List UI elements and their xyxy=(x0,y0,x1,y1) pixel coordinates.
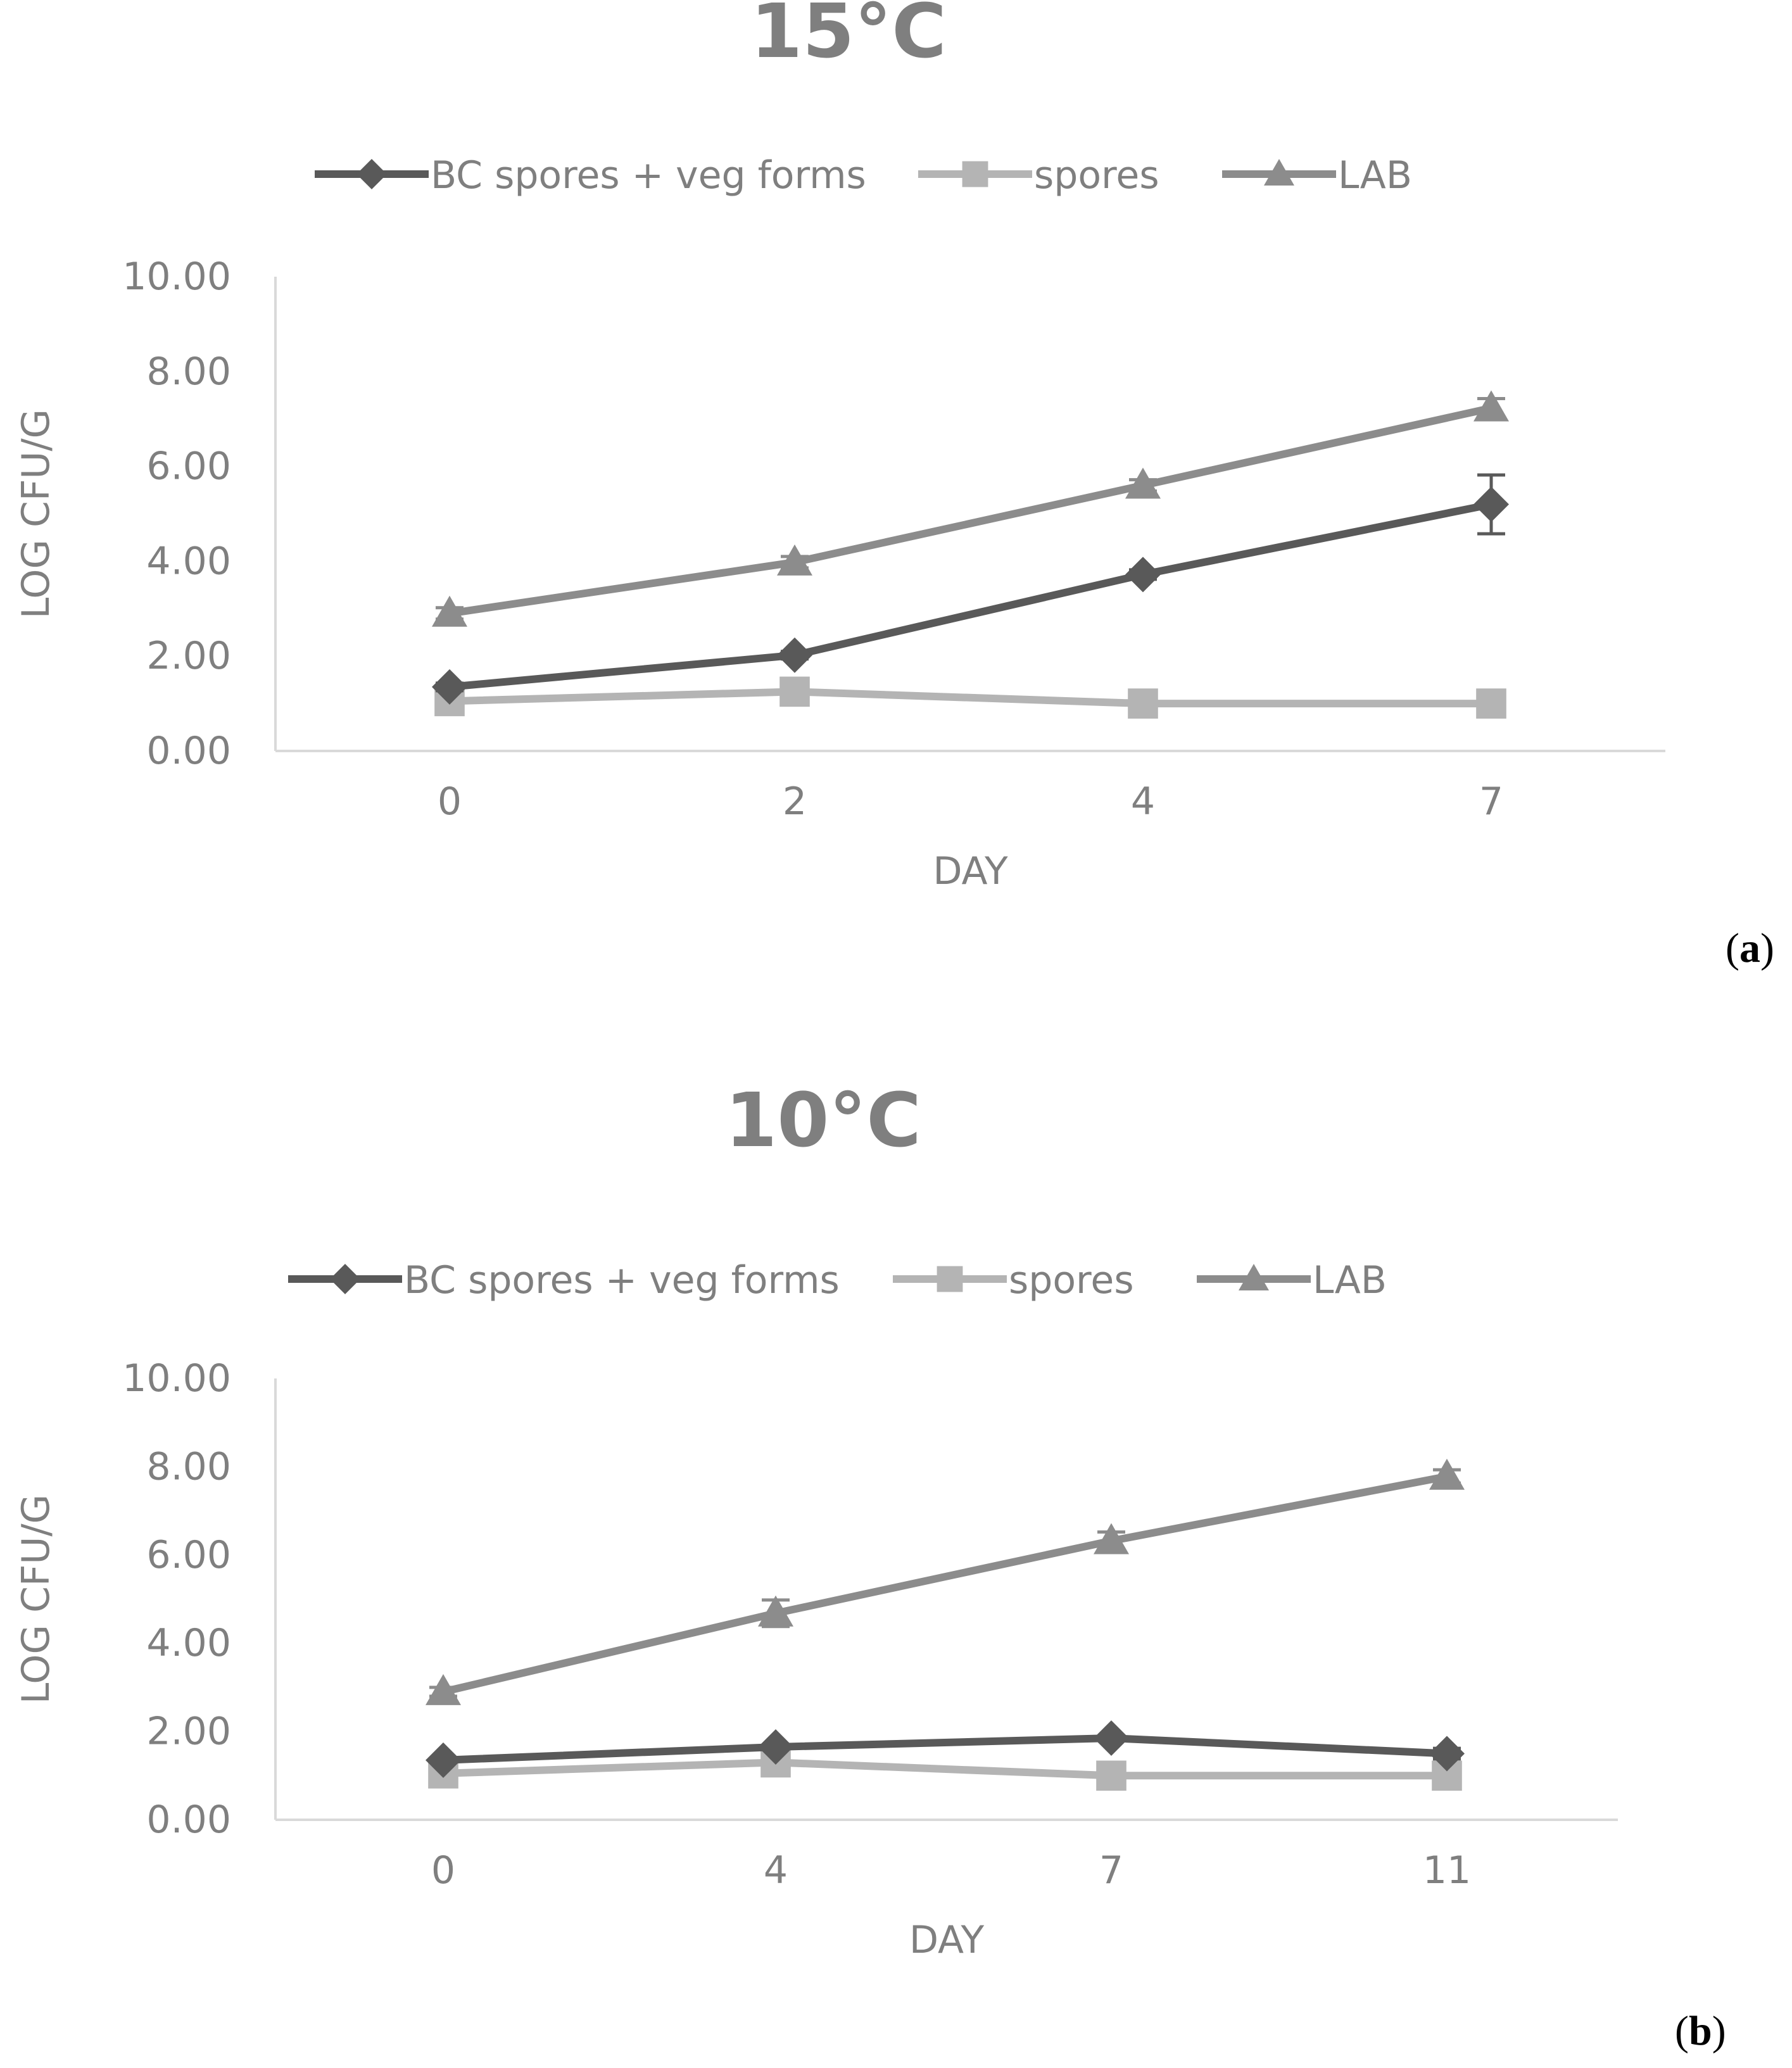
y-tick-label: 0.00 xyxy=(146,1798,231,1842)
series-line xyxy=(449,688,1491,708)
x-tick-label: 4 xyxy=(764,1848,788,1893)
data-point xyxy=(758,1595,793,1627)
data-point xyxy=(1476,688,1506,719)
data-point xyxy=(426,1674,461,1705)
data-point xyxy=(758,1729,793,1765)
series-line xyxy=(442,1472,1448,1696)
series-line xyxy=(443,1734,1448,1764)
x-tick-label: 2 xyxy=(783,779,807,824)
chart-15c: 15°C BC spores + veg forms spores LAB 0.00 2.… xyxy=(14,0,1665,893)
legend-marker-1 xyxy=(962,161,988,187)
y-tick-label: 6.00 xyxy=(146,444,231,489)
panel-label-b-letter: b xyxy=(1688,2008,1712,2054)
x-tick-label: 4 xyxy=(1131,779,1155,824)
legend-marker-0 xyxy=(357,159,387,189)
data-point xyxy=(432,595,467,627)
series-line xyxy=(443,1758,1447,1780)
series-bc-spores-veg-forms xyxy=(432,473,1509,705)
series-spores xyxy=(428,1747,1462,1791)
data-point xyxy=(1473,486,1509,522)
x-tick-label: 11 xyxy=(1423,1848,1471,1893)
data-point xyxy=(777,544,812,576)
data-point xyxy=(1128,688,1158,719)
data-point xyxy=(1125,557,1161,593)
y-tick-label: 0.00 xyxy=(146,729,231,773)
chart-title: 10°C xyxy=(725,1089,921,1164)
x-tick-label: 7 xyxy=(1099,1848,1123,1893)
panel-label-b: (b) xyxy=(1675,2008,1726,2054)
panel-label-a: (a) xyxy=(1726,925,1774,971)
x-axis-label: DAY xyxy=(909,1918,985,1962)
legend-marker-2 xyxy=(1239,1264,1269,1290)
series-lab xyxy=(426,1458,1465,1705)
y-tick-label: 8.00 xyxy=(146,350,231,394)
data-point xyxy=(1429,1458,1465,1490)
series-spores xyxy=(434,676,1506,719)
data-point xyxy=(1473,390,1509,422)
data-point xyxy=(1094,1523,1129,1554)
data-point xyxy=(426,1742,461,1778)
data-point xyxy=(432,669,467,705)
legend-label-0: BC spores + veg forms xyxy=(431,153,866,198)
series-line xyxy=(449,404,1492,617)
chart-title: 15°C xyxy=(750,0,947,75)
data-point xyxy=(779,676,810,707)
legend-marker-0 xyxy=(330,1264,360,1294)
y-tick-label: 2.00 xyxy=(146,634,231,678)
data-point xyxy=(1096,1760,1126,1791)
legend-label-2: LAB xyxy=(1313,1258,1387,1302)
legend-label-0: BC spores + veg forms xyxy=(404,1258,840,1302)
data-point xyxy=(1094,1720,1129,1756)
y-tick-label: 4.00 xyxy=(146,1621,231,1665)
series-lab xyxy=(432,390,1509,627)
legend-marker-1 xyxy=(937,1266,963,1292)
y-axis-label: LOG CFU/G xyxy=(14,1494,58,1704)
data-point xyxy=(1429,1736,1465,1772)
data-point xyxy=(777,637,812,673)
y-tick-label: 10.00 xyxy=(122,1356,231,1401)
panel-label-a-letter: a xyxy=(1739,925,1760,971)
x-axis-label: DAY xyxy=(933,849,1008,893)
legend-marker-2 xyxy=(1264,159,1294,186)
x-tick-label: 7 xyxy=(1479,779,1503,824)
legend-label-1: spores xyxy=(1009,1258,1134,1302)
series-bc-spores-veg-forms xyxy=(426,1720,1465,1778)
data-point xyxy=(1125,467,1161,499)
legend-label-1: spores xyxy=(1034,153,1159,198)
chart-10c: 10°C BC spores + veg forms spores LAB 0.00 2.… xyxy=(14,1089,1618,1962)
legend-label-2: LAB xyxy=(1338,153,1412,198)
legend: BC spores + veg forms spores LAB xyxy=(315,153,1412,198)
y-tick-label: 10.00 xyxy=(122,255,231,299)
y-tick-label: 2.00 xyxy=(146,1710,231,1754)
x-tick-label: 0 xyxy=(431,1848,455,1893)
series-line xyxy=(449,500,1492,691)
y-axis-label: LOG CFU/G xyxy=(14,409,58,619)
y-tick-label: 4.00 xyxy=(146,539,231,583)
y-tick-label: 8.00 xyxy=(146,1444,231,1489)
y-tick-label: 6.00 xyxy=(146,1533,231,1577)
x-tick-label: 0 xyxy=(438,779,462,824)
legend: BC spores + veg forms spores LAB xyxy=(288,1258,1387,1302)
